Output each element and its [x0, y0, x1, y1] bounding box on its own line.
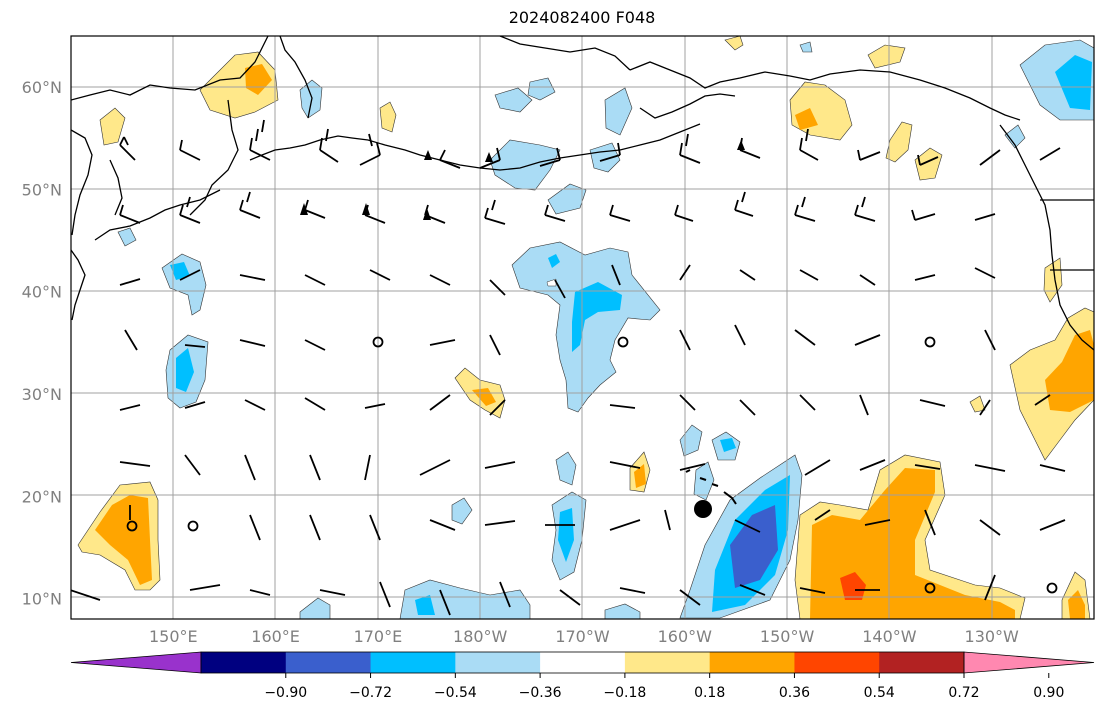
colorbar-swatch	[201, 652, 287, 673]
colorbar-swatch	[540, 652, 626, 673]
positive-area	[1045, 330, 1094, 412]
colorbar-swatch	[709, 652, 795, 673]
negative-area	[547, 183, 587, 215]
longitude-label: 160°W	[658, 627, 713, 646]
positive-area	[95, 495, 152, 585]
positive-area	[885, 121, 913, 163]
longitude-label: 170°W	[555, 627, 610, 646]
longitude-label: 140°W	[862, 627, 917, 646]
negative-area	[679, 424, 703, 457]
negative-area	[1004, 124, 1026, 149]
positive-area	[789, 81, 853, 141]
longitude-label: 150°E	[149, 627, 198, 646]
positive-area	[99, 107, 126, 146]
wind-flags	[300, 140, 745, 220]
calm-markers	[126, 336, 1058, 594]
longitude-label: 150°W	[760, 627, 815, 646]
latitude-label: 60°N	[22, 78, 62, 97]
colorbar-label: −0.36	[519, 685, 562, 701]
colorbar-swatch	[455, 652, 541, 673]
negative-area	[693, 461, 715, 501]
colorbar-extend-high	[963, 651, 1095, 674]
negative-area	[572, 282, 622, 352]
colorbar-swatch	[285, 652, 372, 673]
negative-area	[799, 41, 813, 53]
negative-area	[558, 508, 574, 562]
negative-area	[720, 438, 736, 452]
colorbar-label: 0.18	[694, 685, 725, 701]
negative-area	[589, 142, 621, 173]
colorbar-swatch	[879, 652, 965, 673]
latitude-label: 50°N	[22, 180, 62, 199]
latitude-label: 10°N	[22, 590, 62, 609]
map-title: 2024082400 F048	[508, 8, 656, 27]
negative-area	[527, 77, 556, 101]
colorbar-label: 0.36	[779, 685, 810, 701]
colorbar-label: −0.72	[349, 685, 392, 701]
negative-area	[299, 79, 323, 119]
colorbar-extend-low	[70, 651, 202, 674]
storm-marker	[694, 500, 712, 518]
colorbar-label: −0.90	[264, 685, 307, 701]
positive-area	[969, 395, 986, 413]
colorbar-swatch	[624, 652, 711, 673]
colorbar-label: 0.54	[864, 685, 895, 701]
longitude-label: 130°W	[965, 627, 1020, 646]
shading-layer	[77, 36, 1094, 619]
negative-area	[117, 227, 137, 247]
positive-area	[634, 464, 646, 488]
wind-barbs	[71, 119, 1066, 616]
colorbar-swatch	[370, 652, 456, 673]
negative-area	[176, 348, 194, 392]
negative-area	[511, 241, 661, 413]
colorbar-swatch	[794, 652, 880, 673]
negative-area	[604, 87, 633, 136]
negative-area	[415, 595, 435, 615]
latitude-label: 40°N	[22, 283, 62, 302]
negative-area	[548, 254, 560, 268]
longitude-label: 160°E	[251, 627, 300, 646]
colorbar: −0.90 −0.72 −0.54 −0.36 −0.18 0.18 0.36 0.54 0.7…	[70, 651, 1095, 701]
positive-area	[379, 101, 397, 133]
colorbar-label: −0.54	[434, 685, 477, 701]
colorbar-frame	[200, 651, 965, 674]
longitude-label: 180°W	[453, 627, 508, 646]
negative-area	[1055, 55, 1092, 110]
negative-area	[170, 262, 190, 280]
latitude-label: 30°N	[22, 385, 62, 404]
positive-area	[914, 147, 943, 181]
negative-area	[604, 603, 641, 619]
positive-area	[724, 36, 744, 51]
negative-area	[451, 497, 473, 525]
longitude-label: 170°E	[354, 627, 403, 646]
negative-area	[494, 87, 533, 113]
graticule	[71, 36, 1094, 619]
latitude-label: 20°N	[22, 487, 62, 506]
positive-area	[795, 108, 818, 130]
colorbar-label: −0.18	[603, 685, 646, 701]
colorbar-label: 0.72	[948, 685, 979, 701]
negative-area	[555, 451, 577, 486]
negative-area	[489, 139, 561, 191]
negative-area	[299, 597, 331, 619]
latitude-labels: 60°N 50°N 40°N 30°N 20°N 10°N	[22, 78, 62, 608]
positive-area	[867, 44, 906, 69]
colorbar-label: 0.90	[1033, 685, 1064, 701]
coastlines	[71, 36, 1094, 505]
positive-area	[840, 572, 866, 600]
map-frame	[70, 35, 1095, 620]
negative-area	[730, 505, 778, 588]
white-hole	[546, 278, 557, 287]
longitude-labels: 150°E 160°E 170°E 180°W 170°W 160°W 150°W 140°W…	[149, 627, 1019, 646]
